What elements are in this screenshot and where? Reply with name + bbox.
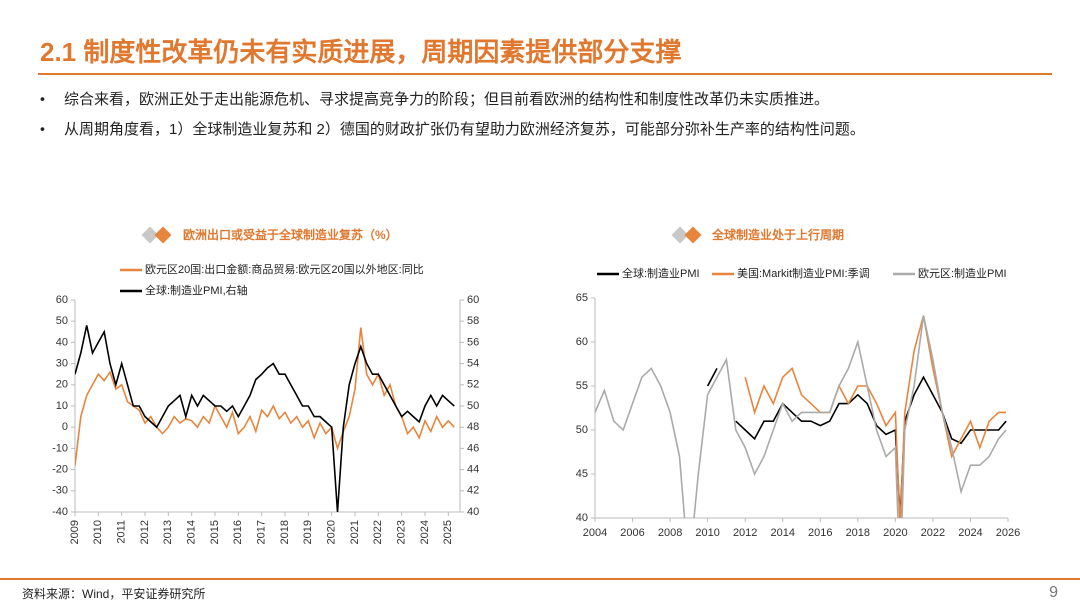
x-tick-label: 2022 <box>372 520 384 544</box>
y2-tick-label: 48 <box>467 421 479 433</box>
x-tick-label: 2025 <box>442 520 454 544</box>
bullet-dot: • <box>40 91 45 107</box>
x-tick-label: 2020 <box>883 527 907 539</box>
y2-tick-label: 42 <box>467 485 479 497</box>
series-line <box>75 327 455 466</box>
y2-tick-label: 52 <box>467 379 479 391</box>
series-line <box>744 315 1007 518</box>
title-icon <box>154 226 172 244</box>
y-tick-label: 20 <box>56 379 68 391</box>
title-icon <box>671 226 689 244</box>
x-tick-label: 2024 <box>958 527 982 539</box>
legend-label: 全球:制造业PMI,右轴 <box>145 283 248 297</box>
y-tick-label: -30 <box>52 485 68 497</box>
y-tick-label: 65 <box>576 292 588 304</box>
bullet: 从周期角度看，1）全球制造业复苏和 2）德国的财政扩张仍有望助力欧洲经济复苏，可… <box>64 120 865 138</box>
y-tick-label: 60 <box>576 336 588 348</box>
x-tick-label: 2010 <box>92 520 104 544</box>
y-tick-label: 40 <box>56 336 68 348</box>
y-tick-label: 60 <box>56 294 68 306</box>
x-tick-label: 2018 <box>279 520 291 544</box>
x-tick-label: 2010 <box>695 527 719 539</box>
x-tick-label: 2023 <box>396 520 408 544</box>
chart-title: 全球制造业处于上行周期 <box>711 227 844 242</box>
x-tick-label: 2008 <box>658 527 682 539</box>
x-tick-label: 2015 <box>209 520 221 544</box>
y-tick-label: 50 <box>576 424 588 436</box>
x-tick-label: 2013 <box>162 520 174 544</box>
bullet: 综合来看，欧洲正处于走出能源危机、寻求提高竞争力的阶段；但目前看欧洲的结构性和制… <box>64 90 829 108</box>
x-tick-label: 2014 <box>186 520 198 544</box>
legend-label: 全球:制造业PMI <box>622 266 700 280</box>
y2-tick-label: 44 <box>467 464 479 476</box>
x-tick-label: 2004 <box>583 527 607 539</box>
x-tick-label: 2018 <box>846 527 870 539</box>
y-tick-label: 55 <box>576 380 588 392</box>
y2-tick-label: 54 <box>467 358 479 370</box>
header-title: 2.1 制度性改革仍未有实质进展，周期因素提供部分支撑 <box>40 37 681 67</box>
x-tick-label: 2011 <box>116 520 128 544</box>
title-icon <box>684 226 702 244</box>
legend-label: 欧元区:制造业PMI <box>918 266 1007 280</box>
x-tick-label: 2022 <box>921 527 945 539</box>
y2-tick-label: 50 <box>467 400 479 412</box>
title-icon <box>141 226 159 244</box>
x-tick-label: 2016 <box>232 520 244 544</box>
x-tick-label: 2012 <box>733 527 757 539</box>
x-tick-label: 2009 <box>69 520 81 544</box>
y2-tick-label: 58 <box>467 315 479 327</box>
page-number: 9 <box>1049 584 1058 601</box>
x-tick-label: 2014 <box>770 527 794 539</box>
y-tick-label: 45 <box>576 468 588 480</box>
y-tick-label: -20 <box>52 464 68 476</box>
x-tick-label: 2017 <box>256 520 268 544</box>
x-tick-label: 2012 <box>139 520 151 544</box>
y-tick-label: 10 <box>56 400 68 412</box>
x-tick-label: 2020 <box>326 520 338 544</box>
y-tick-label: 40 <box>576 512 588 524</box>
series-line <box>706 368 1007 518</box>
legend-label: 美国:Markit制造业PMI:季调 <box>737 266 870 280</box>
x-tick-label: 2024 <box>419 520 431 544</box>
y-tick-label: -40 <box>52 506 68 518</box>
bullet-dot: • <box>40 121 45 137</box>
y2-tick-label: 40 <box>467 506 479 518</box>
y-tick-label: 50 <box>56 315 68 327</box>
series-line <box>75 325 455 512</box>
x-tick-label: 2016 <box>808 527 832 539</box>
source: 资料来源：Wind，平安证券研究所 <box>22 586 205 601</box>
legend-label: 欧元区20国:出口金额:商品贸易:欧元区20国以外地区:同比 <box>145 262 424 276</box>
y2-tick-label: 60 <box>467 294 479 306</box>
x-tick-label: 2026 <box>996 527 1020 539</box>
y2-tick-label: 56 <box>467 336 479 348</box>
y2-tick-label: 46 <box>467 442 479 454</box>
x-tick-label: 2019 <box>302 520 314 544</box>
y-tick-label: 0 <box>62 421 68 433</box>
y-tick-label: 30 <box>56 358 68 370</box>
series-line <box>595 315 1007 518</box>
chart-title: 欧洲出口或受益于全球制造业复苏（%） <box>183 227 398 242</box>
x-tick-label: 2006 <box>620 527 644 539</box>
x-tick-label: 2021 <box>349 520 361 544</box>
y-tick-label: -10 <box>52 442 68 454</box>
